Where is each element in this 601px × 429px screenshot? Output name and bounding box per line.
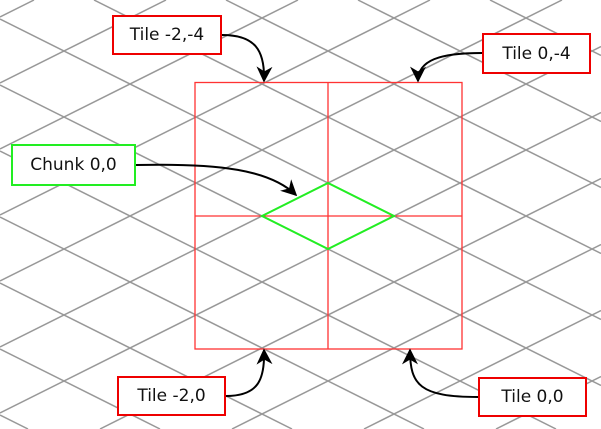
grid-line [0, 414, 29, 429]
grid-line [357, 0, 601, 123]
label-tile-m2-0: Tile -2,0 [117, 376, 226, 416]
grid-line [0, 18, 601, 321]
arrow-tile-m2-m4 [221, 34, 273, 83]
grid-line [0, 0, 35, 18]
grid-line [231, 243, 601, 429]
label-tile-0-0: Tile 0,0 [478, 377, 587, 417]
label-tile-m2-m4: Tile -2,-4 [112, 15, 222, 55]
grid-line [0, 282, 293, 429]
grid-line [0, 216, 425, 429]
grid-line [225, 0, 601, 189]
arrow-tile-0-m4 [410, 52, 483, 83]
label-tile-0-m4: Tile 0,-4 [482, 33, 591, 74]
grid-line [0, 111, 601, 414]
grid-line [0, 0, 299, 150]
arrow-chunk-0-0 [135, 163, 298, 197]
grid-line [0, 0, 563, 282]
arrow-tile-m2-0 [225, 348, 273, 397]
arrows [135, 34, 483, 398]
grid-line [0, 0, 167, 84]
label-chunk-0-0: Chunk 0,0 [11, 144, 136, 186]
arrow-tile-0-0 [402, 348, 479, 398]
grid-line [0, 150, 557, 429]
tile-bounds [194, 81, 463, 350]
chunk-diamond [259, 181, 397, 251]
grid-line [363, 309, 601, 429]
